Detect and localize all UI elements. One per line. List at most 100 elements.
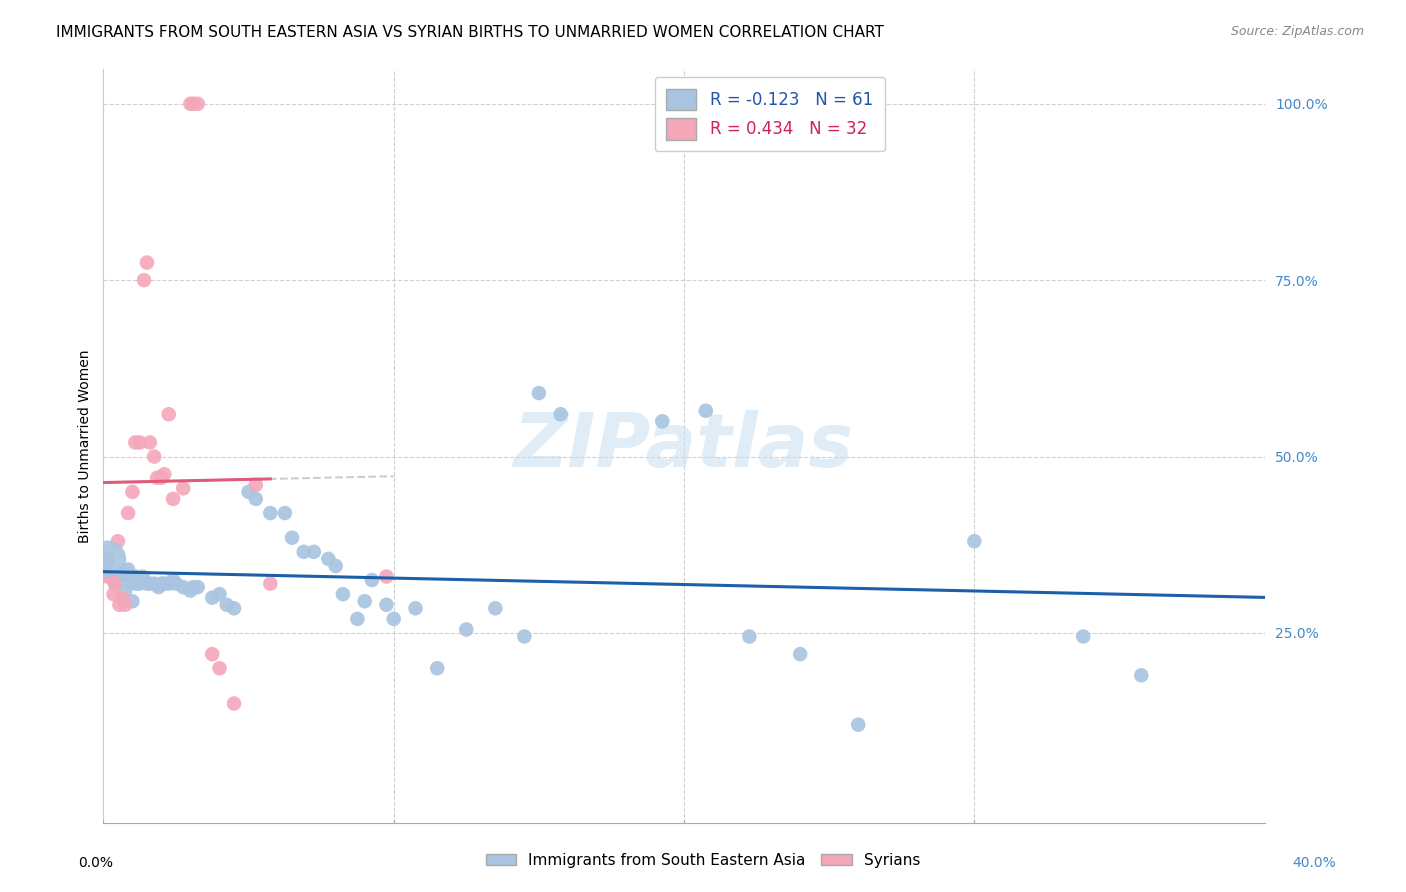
Point [100, 569, 122, 583]
Point [162, 573, 184, 587]
Point [789, 647, 811, 661]
Point [513, 630, 536, 644]
Point [148, 580, 170, 594]
Point [124, 569, 146, 583]
Point [150, 471, 173, 485]
Point [353, 594, 375, 608]
Point [125, 576, 148, 591]
Point [117, 506, 139, 520]
Point [172, 580, 194, 594]
Point [112, 566, 135, 580]
Point [361, 573, 384, 587]
Point [215, 598, 238, 612]
Point [346, 612, 368, 626]
Point [375, 598, 398, 612]
Point [208, 587, 231, 601]
Point [111, 591, 134, 605]
Point [165, 576, 187, 591]
Point [120, 576, 142, 591]
Point [208, 661, 231, 675]
Point [187, 96, 209, 111]
Text: IMMIGRANTS FROM SOUTH EASTERN ASIA VS SYRIAN BIRTHS TO UNMARRIED WOMEN CORRELATI: IMMIGRANTS FROM SOUTH EASTERN ASIA VS SY… [56, 25, 884, 40]
Point [143, 450, 166, 464]
Point [97, 552, 120, 566]
Point [128, 576, 150, 591]
Point [222, 697, 245, 711]
Point [114, 583, 136, 598]
Text: Source: ZipAtlas.com: Source: ZipAtlas.com [1230, 25, 1364, 38]
Point [143, 576, 166, 591]
Point [107, 569, 129, 583]
Point [238, 484, 260, 499]
Point [136, 255, 159, 269]
Point [318, 552, 340, 566]
Point [382, 612, 405, 626]
Point [302, 545, 325, 559]
Text: 0.0%: 0.0% [79, 856, 112, 870]
Point [651, 414, 673, 428]
Point [259, 506, 281, 520]
Point [124, 435, 146, 450]
Point [245, 478, 267, 492]
Point [179, 583, 201, 598]
Point [117, 562, 139, 576]
Point [132, 273, 155, 287]
Point [484, 601, 506, 615]
Point [108, 598, 131, 612]
Point [153, 467, 176, 482]
Point [103, 587, 125, 601]
Point [183, 96, 205, 111]
Point [281, 531, 304, 545]
Point [325, 558, 347, 573]
Point [157, 407, 180, 421]
Legend: Immigrants from South Eastern Asia, Syrians: Immigrants from South Eastern Asia, Syri… [479, 847, 927, 873]
Point [97, 569, 120, 583]
Point [153, 576, 176, 591]
Legend: R = -0.123   N = 61, R = 0.434   N = 32: R = -0.123 N = 61, R = 0.434 N = 32 [655, 77, 884, 152]
Point [162, 491, 184, 506]
Point [846, 717, 869, 731]
Point [139, 576, 162, 591]
Point [245, 491, 267, 506]
Point [259, 576, 281, 591]
Point [107, 534, 129, 549]
Point [1130, 668, 1153, 682]
Point [114, 598, 136, 612]
Point [738, 630, 761, 644]
Point [179, 96, 201, 111]
Point [201, 647, 224, 661]
Point [121, 594, 143, 608]
Point [332, 587, 354, 601]
Point [292, 545, 315, 559]
Point [183, 580, 205, 594]
Point [201, 591, 224, 605]
Point [456, 623, 478, 637]
Point [131, 569, 153, 583]
Text: 40.0%: 40.0% [1292, 856, 1337, 870]
Point [136, 576, 159, 591]
Point [96, 566, 118, 580]
Point [150, 576, 173, 591]
Point [146, 471, 169, 485]
Point [405, 601, 427, 615]
Point [1071, 630, 1094, 644]
Point [97, 552, 120, 566]
Point [104, 576, 127, 591]
Point [375, 569, 398, 583]
Point [122, 569, 145, 583]
Point [426, 661, 449, 675]
Point [172, 481, 194, 495]
Point [695, 403, 717, 417]
Y-axis label: Births to Unmarried Women: Births to Unmarried Women [79, 350, 93, 542]
Point [550, 407, 572, 421]
Point [121, 484, 143, 499]
Point [110, 569, 132, 583]
Point [157, 576, 180, 591]
Point [274, 506, 297, 520]
Point [128, 435, 150, 450]
Text: ZIPatlas: ZIPatlas [515, 409, 853, 483]
Point [963, 534, 986, 549]
Point [222, 601, 245, 615]
Point [104, 576, 127, 591]
Point [139, 435, 162, 450]
